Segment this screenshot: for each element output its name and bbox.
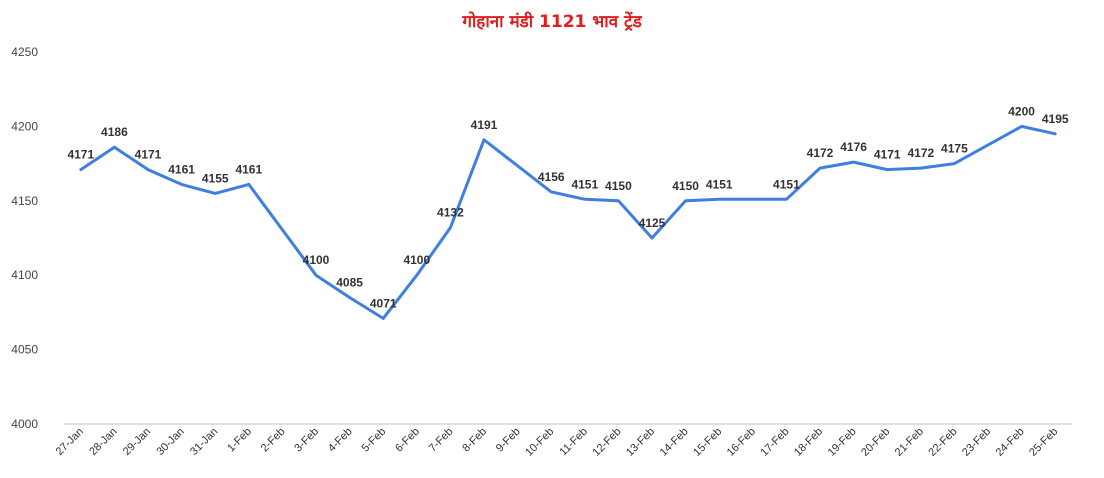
data-label: 4172	[907, 146, 934, 160]
y-tick-label: 4100	[11, 268, 38, 282]
y-tick-label: 4000	[11, 417, 38, 431]
y-tick-label: 4200	[11, 119, 38, 133]
x-tick-label: 14-Feb	[658, 426, 691, 459]
data-label: 4151	[773, 177, 800, 191]
data-label: 4172	[807, 146, 834, 160]
data-label: 4195	[1042, 112, 1069, 126]
x-tick-label: 6-Feb	[393, 426, 422, 455]
data-label: 4100	[403, 253, 430, 267]
data-label: 4100	[303, 253, 330, 267]
x-tick-label: 7-Feb	[427, 426, 456, 455]
x-tick-label: 11-Feb	[557, 426, 590, 459]
data-label: 4155	[202, 171, 229, 185]
data-label: 4200	[1008, 104, 1035, 118]
data-label: 4151	[571, 177, 598, 191]
x-tick-label: 19-Feb	[826, 426, 859, 459]
x-tick-label: 22-Feb	[926, 426, 959, 459]
x-tick-label: 1-Feb	[225, 426, 254, 455]
x-tick-label: 3-Feb	[292, 426, 321, 455]
x-tick-label: 10-Feb	[523, 426, 556, 459]
y-tick-label: 4150	[11, 194, 38, 208]
x-tick-label: 4-Feb	[326, 426, 355, 455]
series-line	[79, 124, 1057, 320]
data-label: 4191	[471, 118, 498, 132]
x-tick-label: 21-Feb	[893, 426, 926, 459]
x-tick-label: 25-Feb	[1027, 426, 1060, 459]
data-label: 4156	[538, 170, 565, 184]
x-tick-label: 24-Feb	[994, 426, 1027, 459]
y-tick-label: 4250	[11, 45, 38, 59]
x-tick-label: 31-Jan	[188, 426, 220, 458]
x-tick-label: 13-Feb	[624, 426, 657, 459]
x-tick-label: 9-Feb	[494, 426, 523, 455]
x-tick-label: 30-Jan	[154, 426, 186, 458]
data-label: 4150	[605, 179, 632, 193]
data-label: 4171	[135, 148, 162, 162]
x-tick-label: 20-Feb	[859, 426, 892, 459]
x-tick-label: 27-Jan	[54, 426, 86, 458]
y-tick-label: 4050	[11, 343, 38, 357]
y-axis: 4000 4050 4100 4150 4200 4250	[11, 45, 38, 431]
x-tick-label: 28-Jan	[87, 426, 119, 458]
x-tick-label: 16-Feb	[725, 426, 758, 459]
data-label: 4175	[941, 142, 968, 156]
data-label: 4171	[67, 148, 94, 162]
data-label: 4176	[840, 140, 867, 154]
data-label: 4132	[437, 206, 464, 220]
chart-title: गोहाना मंडी 1121 भाव ट्रेंड	[461, 11, 642, 32]
data-label: 4085	[336, 276, 363, 290]
data-label: 4071	[370, 296, 397, 310]
x-tick-label: 8-Feb	[460, 426, 489, 455]
x-tick-label: 17-Feb	[758, 426, 791, 459]
x-axis: 27-Jan 28-Jan 29-Jan 30-Jan 31-Jan 1-Feb 2-Feb…	[54, 426, 1061, 459]
data-label: 4186	[101, 125, 128, 139]
data-label: 4125	[639, 216, 666, 230]
data-labels: 4171 4186 4171 4161 4155 4161 4100 4085 4071 4100…	[67, 104, 1068, 310]
x-tick-label: 29-Jan	[121, 426, 153, 458]
data-label: 4161	[235, 162, 262, 176]
x-tick-label: 18-Feb	[792, 426, 825, 459]
data-label: 4171	[874, 148, 901, 162]
x-tick-label: 5-Feb	[360, 426, 389, 455]
data-label: 4150	[672, 179, 699, 193]
data-label: 4151	[706, 177, 733, 191]
x-tick-label: 23-Feb	[960, 426, 993, 459]
x-tick-label: 2-Feb	[259, 426, 288, 455]
series-layer	[79, 124, 1057, 320]
x-tick-label: 12-Feb	[590, 426, 623, 459]
x-tick-label: 15-Feb	[691, 426, 724, 459]
data-label: 4161	[168, 162, 195, 176]
